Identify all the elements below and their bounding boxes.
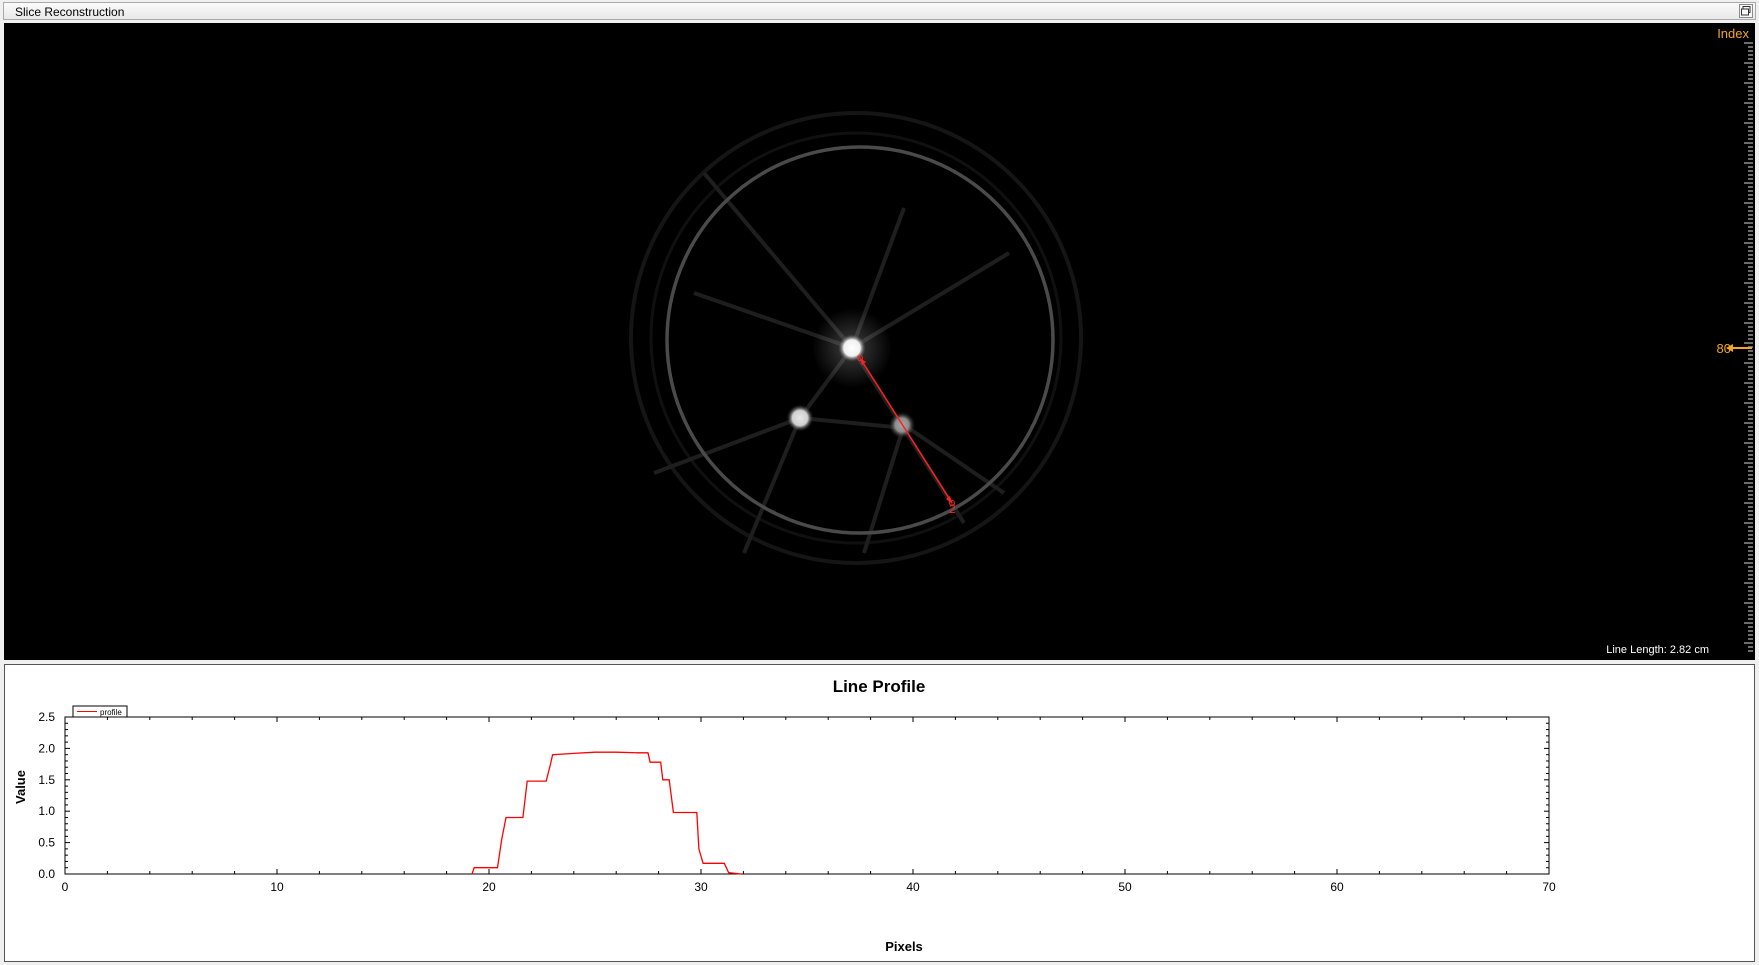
x-tick-label: 50 [1118,880,1132,894]
x-tick-label: 10 [270,880,284,894]
x-axis-label: Pixels [885,939,923,954]
x-tick-label: 0 [62,880,69,894]
series-line-profile [471,751,742,875]
x-tick-label: 70 [1542,880,1556,894]
window-title: Slice Reconstruction [15,5,125,19]
measurement-line[interactable] [857,355,955,506]
x-tick-label: 20 [482,880,496,894]
x-tick-label: 40 [906,880,920,894]
y-tick-label: 0.5 [38,836,55,850]
line-profile-panel: Line Profile 0 10 20 30 40 50 60 70 0.0 0.5 1.0 1.… [4,664,1755,962]
index-value: 80 [1716,341,1731,356]
y-axis-label: Value [13,770,28,804]
line-length-readout: Line Length: 2.82 cm [1606,644,1709,656]
restore-window-icon[interactable] [1739,4,1753,18]
window-titlebar: Slice Reconstruction [3,2,1756,20]
slice-image: 2 [629,42,1753,652]
x-tick-label: 30 [694,880,708,894]
y-tick-label: 2.0 [38,741,55,755]
index-ruler[interactable] [1744,42,1753,652]
x-tick-label: 60 [1330,880,1344,894]
y-tick-label: 1.5 [38,773,55,787]
plot-area [64,716,1550,875]
y-tick-label: 1.0 [38,804,55,818]
chart-legend: profile [72,705,128,718]
legend-entry-profile: profile [100,708,122,717]
measurement-marker-label: 2 [949,502,956,516]
index-label: Index [1717,26,1749,41]
y-tick-label: 2.5 [38,710,55,724]
y-tick-label: 0.0 [38,867,55,881]
index-pointer-icon[interactable] [1726,344,1752,352]
chart-title: Line Profile [833,677,926,696]
line-profile-chart: Line Profile 0 10 20 30 40 50 60 70 0.0 0.5 1.0 1.… [13,677,1556,954]
slice-viewer[interactable]: 2 Index 80 Line Length: 2.82 cm [4,23,1755,660]
